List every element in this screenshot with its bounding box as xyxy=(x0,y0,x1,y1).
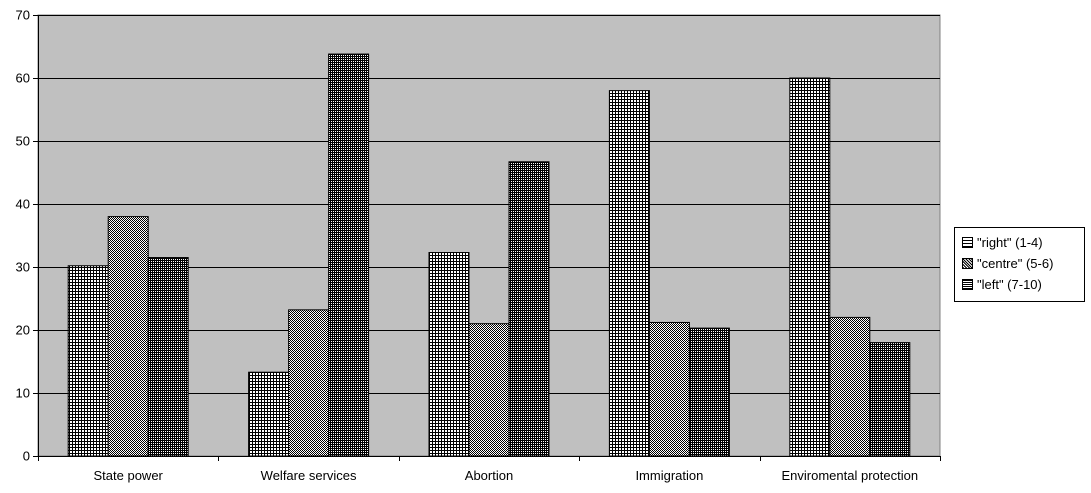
legend-label-right: "right" (1-4) xyxy=(977,235,1043,250)
bar-right-0 xyxy=(67,265,109,457)
bar-centre-4 xyxy=(829,316,871,457)
x-category-label-2: Abortion xyxy=(465,468,513,483)
legend-item-left: "left" (7-10) xyxy=(962,274,1084,295)
bar-left-4 xyxy=(869,342,911,457)
legend-label-centre: "centre" (5-6) xyxy=(977,256,1054,271)
x-category-label-3: Immigration xyxy=(635,468,703,483)
bar-left-0 xyxy=(147,257,189,457)
bar-left-2 xyxy=(508,161,550,457)
legend-swatch-left xyxy=(962,279,973,290)
bar-centre-3 xyxy=(648,321,690,457)
y-tick-label-30: 30 xyxy=(16,260,30,275)
axes xyxy=(33,15,941,461)
legend: "right" (1-4) "centre" (5-6) "left" (7-1… xyxy=(954,227,1085,302)
bar-right-1 xyxy=(248,371,290,457)
bars xyxy=(67,53,911,457)
bar-right-3 xyxy=(608,90,650,457)
legend-swatch-right xyxy=(962,237,973,248)
legend-label-left: "left" (7-10) xyxy=(977,277,1042,292)
legend-swatch-centre xyxy=(962,258,973,269)
y-tick-label-70: 70 xyxy=(16,8,30,23)
y-tick-label-0: 0 xyxy=(23,449,30,464)
bar-centre-0 xyxy=(107,216,149,457)
y-tick-label-50: 50 xyxy=(16,134,30,149)
x-category-label-1: Welfare services xyxy=(261,468,357,483)
bar-right-2 xyxy=(428,252,470,457)
legend-item-centre: "centre" (5-6) xyxy=(962,253,1084,274)
y-tick-label-60: 60 xyxy=(16,71,30,86)
bar-left-3 xyxy=(688,327,730,457)
tick-labels: 0 10 20 30 40 50 60 70 State power Welfare servic… xyxy=(16,8,919,484)
bar-centre-1 xyxy=(288,309,330,457)
x-category-label-4: Enviromental protection xyxy=(782,468,919,483)
x-category-label-0: State power xyxy=(94,468,164,483)
y-tick-label-20: 20 xyxy=(16,323,30,338)
bar-left-1 xyxy=(328,53,370,457)
bar-right-4 xyxy=(789,77,831,457)
y-tick-label-10: 10 xyxy=(16,386,30,401)
y-tick-label-40: 40 xyxy=(16,197,30,212)
bar-centre-2 xyxy=(468,323,510,457)
legend-item-right: "right" (1-4) xyxy=(962,232,1084,253)
